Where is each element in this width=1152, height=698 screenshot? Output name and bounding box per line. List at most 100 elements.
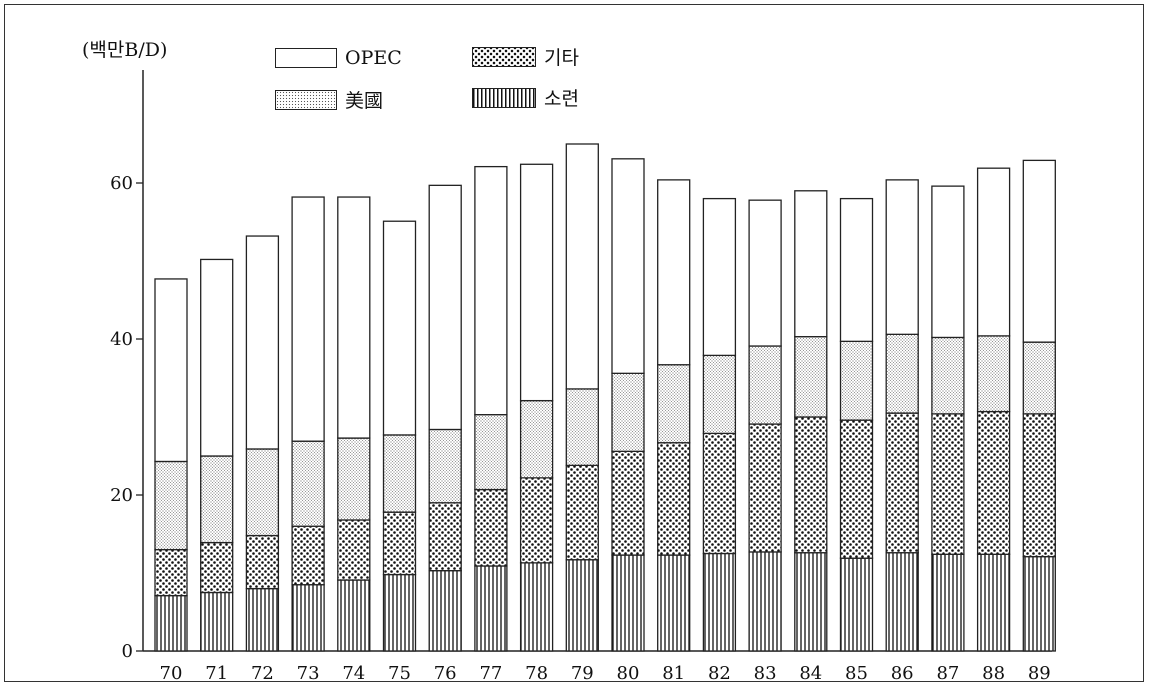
- x-tick-label: 86: [891, 663, 914, 684]
- legend-item-opec: OPEC: [275, 47, 402, 69]
- y-axis-unit-label: (백만B/D): [82, 39, 168, 61]
- bar-segment-dense-dots: [885, 412, 919, 554]
- bar-segment-blank: [931, 185, 965, 339]
- bar-segment-light-stipple: [839, 340, 874, 421]
- x-tick-label: 78: [525, 663, 548, 684]
- bar-segment-light-stipple: [976, 335, 1011, 413]
- x-tick-label: 83: [754, 663, 777, 684]
- bar-segment-vertical-lines: [474, 565, 508, 652]
- bar-segment-vertical-lines: [428, 570, 462, 652]
- legend-label-opec: OPEC: [345, 47, 402, 69]
- x-tick-label: 72: [251, 663, 274, 684]
- legend-swatch-ussr: [472, 87, 536, 108]
- bar-segment-dense-dots: [839, 419, 874, 559]
- bar-segment-blank: [245, 235, 280, 450]
- x-tick-label: 89: [1028, 663, 1051, 684]
- legend-swatch-opec: [275, 48, 337, 68]
- bar-segment-light-stipple: [154, 460, 188, 551]
- x-tick-label: 88: [982, 663, 1005, 684]
- legend-item-ussr: 소련: [472, 84, 579, 111]
- bar-segment-dense-dots: [748, 423, 782, 553]
- bar-segment-light-stipple: [382, 434, 417, 513]
- x-tick-label: 79: [571, 663, 594, 684]
- x-tick-label: 81: [662, 663, 685, 684]
- bar-segment-vertical-lines: [337, 579, 371, 652]
- legend-label-ussr: 소련: [544, 88, 579, 110]
- x-tick-label: 71: [205, 663, 228, 684]
- bar-segment-dense-dots: [291, 525, 325, 586]
- bar-segment-light-stipple: [702, 354, 737, 435]
- bar-segment-light-stipple: [1022, 341, 1056, 415]
- bar-segment-blank: [565, 143, 599, 390]
- bar-segment-dense-dots: [245, 534, 280, 590]
- bar-segment-dense-dots: [1022, 413, 1056, 558]
- bar-segment-vertical-lines: [794, 552, 828, 652]
- bar-segment-vertical-lines: [657, 554, 691, 652]
- legend-swatch-usa: [275, 89, 337, 110]
- legend-item-other: 기타: [472, 43, 579, 70]
- bar-segment-light-stipple: [428, 428, 462, 504]
- bar-segment-dense-dots: [200, 541, 234, 594]
- bar-segment-dense-dots: [337, 519, 371, 581]
- bar-segment-dense-dots: [474, 488, 508, 567]
- bar-segment-light-stipple: [565, 388, 599, 467]
- bar-segment-blank: [337, 196, 371, 439]
- bar-segment-light-stipple: [657, 364, 691, 444]
- bar-segment-dense-dots: [657, 442, 691, 556]
- bar-segment-light-stipple: [474, 414, 508, 491]
- bar-segment-blank: [885, 179, 919, 335]
- y-tick-label: 60: [110, 173, 133, 194]
- bar-segment-vertical-lines: [976, 553, 1011, 652]
- bar-segment-light-stipple: [931, 336, 965, 415]
- x-tick-label: 82: [708, 663, 731, 684]
- bar-segment-dense-dots: [382, 511, 417, 576]
- bar-segment-blank: [702, 197, 737, 357]
- bar-segment-dense-dots: [931, 413, 965, 555]
- bar-segment-light-stipple: [519, 399, 554, 479]
- bar-segment-blank: [794, 190, 828, 338]
- bar-segment-light-stipple: [611, 372, 645, 452]
- legend-label-usa: 美國: [345, 90, 384, 112]
- bar-segment-vertical-lines: [519, 562, 554, 652]
- bar-segment-dense-dots: [794, 416, 828, 554]
- legend-item-usa: 美國: [275, 86, 383, 113]
- bar-segment-blank: [382, 220, 417, 436]
- legend-label-other: 기타: [544, 47, 579, 69]
- bar-segment-blank: [519, 163, 554, 402]
- bar-segment-vertical-lines: [245, 587, 280, 652]
- x-tick-label: 73: [297, 663, 320, 684]
- bar-segment-blank: [474, 165, 508, 416]
- bar-segment-blank: [291, 196, 325, 442]
- x-tick-label: 70: [160, 663, 183, 684]
- bar-segment-light-stipple: [748, 345, 782, 425]
- bar-segment-light-stipple: [245, 448, 280, 537]
- bar-segment-dense-dots: [702, 432, 737, 555]
- bar-segment-dense-dots: [976, 410, 1011, 555]
- x-tick-label: 76: [434, 663, 457, 684]
- bar-segment-blank: [976, 167, 1011, 337]
- bar-segment-vertical-lines: [839, 557, 874, 652]
- x-tick-label: 80: [617, 663, 640, 684]
- bar-segment-vertical-lines: [382, 573, 417, 652]
- bar-segment-blank: [611, 158, 645, 374]
- bar-segment-blank: [200, 258, 234, 457]
- bar-segment-light-stipple: [291, 440, 325, 527]
- bar-segment-blank: [657, 179, 691, 366]
- bar-segment-blank: [154, 278, 188, 463]
- x-tick-label: 84: [799, 663, 822, 684]
- bar-segment-vertical-lines: [154, 594, 188, 652]
- bar-segment-vertical-lines: [1022, 555, 1056, 652]
- bar-segment-dense-dots: [565, 464, 599, 561]
- bar-segment-vertical-lines: [702, 552, 737, 652]
- legend-swatch-other: [472, 46, 536, 67]
- bar-segment-vertical-lines: [291, 584, 325, 652]
- x-tick-label: 77: [479, 663, 502, 684]
- bar-segment-vertical-lines: [611, 554, 645, 652]
- bar-segment-dense-dots: [611, 450, 645, 556]
- bar-segment-light-stipple: [337, 437, 371, 521]
- x-tick-label: 75: [388, 663, 411, 684]
- bar-segment-light-stipple: [200, 455, 234, 544]
- bar-segment-vertical-lines: [565, 559, 599, 652]
- x-tick-label: 85: [845, 663, 868, 684]
